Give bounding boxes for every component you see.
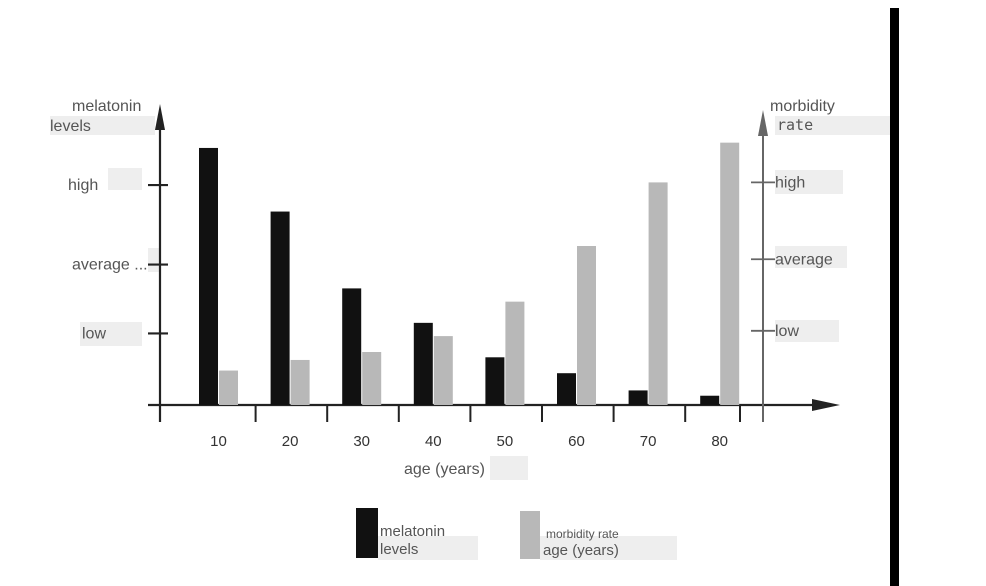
x-tick-label-60: 60 [568, 433, 585, 450]
x-tick-label-30: 30 [353, 433, 370, 450]
y-right-tick-label-0: high [775, 174, 805, 191]
y-left-axis-arrow [155, 104, 165, 130]
legend-swatch-melatonin [356, 508, 378, 558]
y-left-axis-label-line1: melatonin [72, 98, 141, 115]
y-right-tick-label-1: average [775, 251, 833, 268]
bar-melatonin-60 [557, 373, 576, 405]
label-highlight [540, 536, 677, 560]
y-right-axis-arrow [758, 110, 768, 136]
bar-melatonin-50 [485, 357, 505, 405]
label-highlight [490, 456, 528, 480]
bar-melatonin-70 [628, 390, 648, 405]
bar-melatonin-80 [700, 395, 720, 405]
x-tick-label-70: 70 [640, 433, 657, 450]
bar-morbidity-10 [219, 370, 238, 405]
x-tick-label-50: 50 [497, 433, 514, 450]
label-highlight [775, 116, 899, 135]
x-tick-label-20: 20 [282, 433, 299, 450]
label-highlight [80, 322, 142, 346]
x-tick-label-80: 80 [711, 433, 728, 450]
label-highlight [50, 116, 155, 135]
bar-melatonin-10 [199, 147, 218, 405]
legend-label-morbidity-line2: age (years) [543, 542, 619, 559]
label-highlight [108, 168, 142, 190]
label-highlight [775, 246, 847, 268]
bar-morbidity-80 [720, 142, 740, 405]
y-left-tick-label-0: high [68, 177, 98, 194]
y-right-tick-label-2: low [775, 323, 799, 340]
label-highlight [148, 248, 160, 272]
bar-morbidity-70 [648, 182, 668, 405]
y-left-tick-label-2: low [82, 325, 106, 342]
bar-morbidity-60 [577, 246, 596, 405]
bar-morbidity-20 [290, 359, 310, 405]
legend-label-morbidity-line1: morbidity rate [546, 527, 619, 541]
label-highlight [775, 170, 843, 194]
legend-label-melatonin-line1: melatonin [380, 523, 445, 540]
x-axis-label: age (years) [404, 461, 485, 478]
right-edge-border [890, 8, 899, 586]
y-right-axis-label-line2: rate [777, 116, 813, 134]
bar-melatonin-30 [342, 288, 362, 405]
y-right-axis-label-line1: morbidity [770, 98, 835, 115]
bar-melatonin-40 [413, 322, 433, 405]
x-axis-arrow [812, 399, 840, 411]
x-tick-label-10: 10 [210, 433, 227, 450]
bar-morbidity-40 [433, 336, 453, 405]
y-left-axis-label-line2: levels [50, 118, 91, 135]
x-tick-label-40: 40 [425, 433, 442, 450]
y-left-tick-label-1: average ... [72, 257, 148, 274]
bar-morbidity-50 [505, 301, 525, 405]
label-highlight [775, 320, 839, 342]
bar-melatonin-20 [270, 211, 290, 405]
bar-morbidity-30 [362, 352, 382, 405]
legend-label-melatonin-line2: levels [380, 541, 418, 558]
label-highlight [378, 536, 478, 560]
legend-swatch-morbidity [520, 511, 540, 559]
